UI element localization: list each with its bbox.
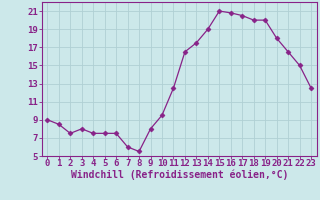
X-axis label: Windchill (Refroidissement éolien,°C): Windchill (Refroidissement éolien,°C): [70, 170, 288, 180]
